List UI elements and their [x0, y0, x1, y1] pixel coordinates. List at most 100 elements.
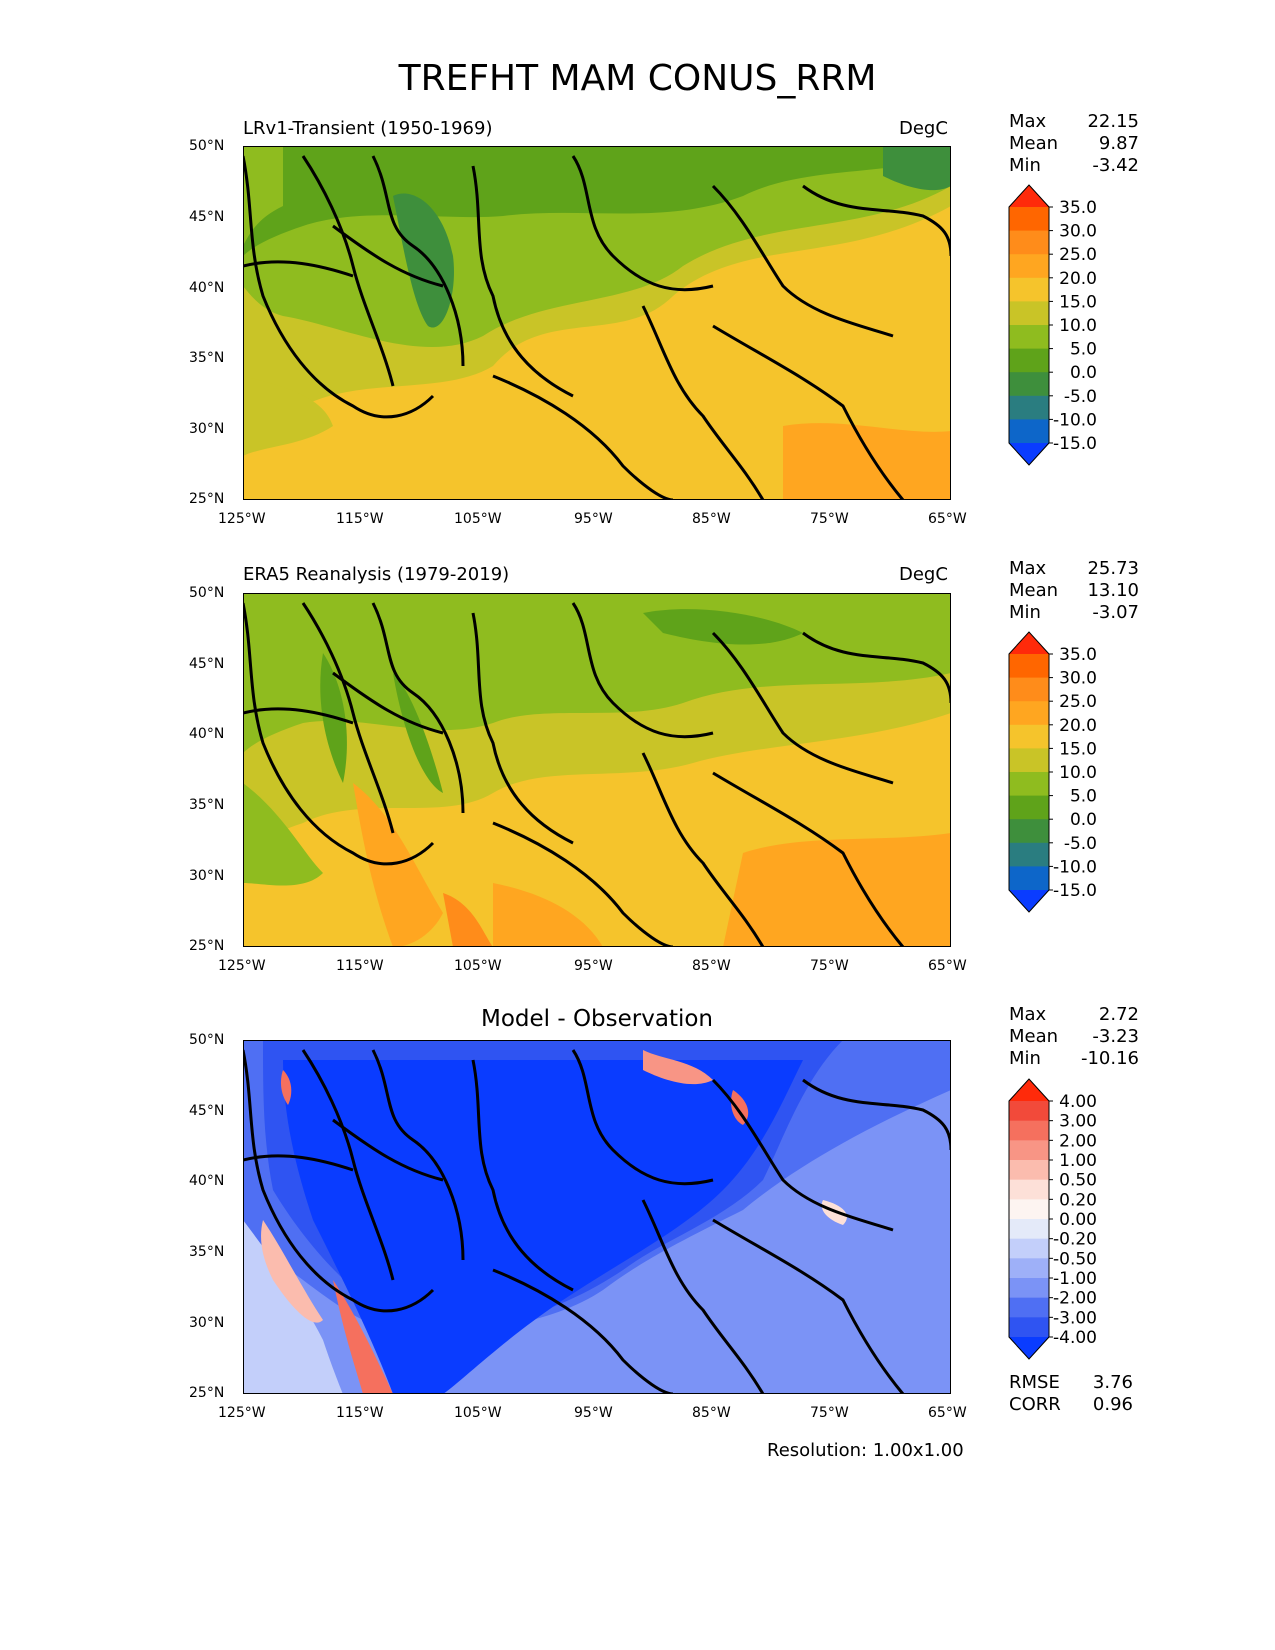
panel-2-lat-tick: 45°N: [189, 656, 225, 672]
colorbar-segment: [1009, 372, 1049, 397]
panel-2-units: DegC: [899, 564, 948, 585]
panel-3-colorbar: 4.003.002.001.000.500.200.00-0.20-0.50-1…: [1008, 1078, 1097, 1360]
colorbar-label: 25.0: [1059, 692, 1097, 712]
colorbar-segment: [1009, 654, 1049, 679]
colorbar-segment: [1009, 842, 1049, 867]
colorbar-label: 0.0: [1070, 363, 1097, 383]
stat-label: Mean: [1009, 133, 1059, 154]
field-band-0-north: [643, 609, 803, 645]
colorbar-label: 10.0: [1059, 763, 1097, 783]
colorbar-segment: [1009, 277, 1049, 302]
panel-3-lon-tick: 85°W: [692, 1405, 731, 1421]
field-band-0-ranges: [393, 673, 443, 793]
colorbar-label: 25.0: [1059, 245, 1097, 265]
colorbar-segment: [1009, 230, 1049, 255]
panel-2-lon-tick: 75°W: [810, 958, 849, 974]
panel-1-map: [243, 146, 951, 500]
field-band-pos-coast: [261, 1220, 323, 1323]
colorbar-extend-top: [1009, 632, 1049, 654]
colorbar-extend-bottom: [1009, 443, 1049, 465]
stat-label: Min: [1009, 155, 1041, 176]
colorbar-segment: [1009, 1317, 1049, 1338]
panel-3-lat-tick: 30°N: [189, 1315, 225, 1331]
field-band-pos-glakes: [643, 1050, 713, 1085]
colorbar-extend-bottom: [1009, 890, 1049, 912]
colorbar-label: 1.00: [1059, 1151, 1097, 1171]
panel-2-lon-tick: 85°W: [692, 958, 731, 974]
boundaries: [243, 1049, 951, 1394]
panel-2-stats: Max 25.73 Mean 13.10 Min -3.07: [1009, 558, 1139, 624]
colorbar-segment: [1009, 1297, 1049, 1318]
colorbar-label: 30.0: [1059, 669, 1097, 689]
colorbar-segment: [1009, 1278, 1049, 1299]
panel-1-lon-tick: 125°W: [218, 511, 266, 527]
field-band-pos-baja: [333, 1280, 393, 1394]
stat-label: Mean: [1009, 580, 1059, 601]
colorbar-segment: [1009, 677, 1049, 702]
figure-title: TREFHT MAM CONUS_RRM: [398, 58, 877, 99]
panel-1-lat-tick: 35°N: [189, 350, 225, 366]
panel-1-lat-tick: 25°N: [189, 491, 225, 507]
panel-1-lon-tick: 85°W: [692, 511, 731, 527]
colorbar-segment: [1009, 207, 1049, 232]
colorbar-label: 0.0: [1070, 810, 1097, 830]
colorbar-segment: [1009, 701, 1049, 726]
colorbar-label: -15.0: [1053, 881, 1097, 901]
colorbar-extend-bottom: [1009, 1337, 1049, 1359]
panel-1-lon-tick: 75°W: [810, 511, 849, 527]
colorbar-label: -5.0: [1064, 387, 1097, 407]
panel-2-colorbar: 35.0 30.0 25.0 20.0 15.0 10.0 5.0 0.0 -5.0 -10.0 -…: [1008, 631, 1097, 913]
colorbar-label: 4.00: [1059, 1092, 1097, 1112]
colorbar-label: 10.0: [1059, 316, 1097, 336]
stat-label: Max: [1009, 111, 1047, 132]
panel-1-units: DegC: [899, 118, 948, 139]
field-band-20-texas: [493, 883, 603, 947]
panel-3-stats: Max 2.72 Mean -3.23 Min -10.16: [1009, 1004, 1139, 1070]
colorbar-segment: [1009, 866, 1049, 891]
colorbar-segment: [1009, 325, 1049, 350]
panel-1-lat-tick: 30°N: [189, 421, 225, 437]
panel-3-lat-tick: 40°N: [189, 1173, 225, 1189]
panel-3-lon-tick: 125°W: [218, 1405, 266, 1421]
boundaries: [243, 155, 951, 500]
colorbar-segment: [1009, 1238, 1049, 1259]
panel-3-lat-tick: 35°N: [189, 1244, 225, 1260]
colorbar-label: -2.00: [1053, 1289, 1097, 1309]
field-band-20-desert: [353, 783, 443, 947]
stat-value: 2.72: [1098, 1004, 1139, 1025]
panel-1-lat-tick: 45°N: [189, 209, 225, 225]
colorbar-label: 20.0: [1059, 269, 1097, 289]
colorbar-label: 5.0: [1070, 340, 1097, 360]
colorbar-segment: [1009, 301, 1049, 326]
panel-2-lat-tick: 40°N: [189, 726, 225, 742]
colorbar-label: -3.00: [1053, 1308, 1097, 1328]
colorbar-label: 20.0: [1059, 716, 1097, 736]
colorbar-segment: [1009, 395, 1049, 420]
panel-2-lon-tick: 115°W: [336, 958, 384, 974]
colorbar-segment: [1009, 348, 1049, 373]
colorbar-segment: [1009, 819, 1049, 844]
resolution-label: Resolution: 1.00x1.00: [767, 1440, 964, 1461]
panel-3-lon-tick: 65°W: [928, 1405, 967, 1421]
colorbar-segment: [1009, 724, 1049, 749]
colorbar-label: 15.0: [1059, 739, 1097, 759]
stat-label: Min: [1009, 1048, 1041, 1069]
field-band-5-coast: [243, 783, 323, 886]
colorbar-segment: [1009, 419, 1049, 444]
colorbar-segment: [1009, 1199, 1049, 1220]
panel-1-lon-tick: 115°W: [336, 511, 384, 527]
colorbar-label: -10.0: [1053, 410, 1097, 430]
colorbar-segment: [1009, 1120, 1049, 1141]
colorbar-segment: [1009, 1160, 1049, 1181]
field-band-neg5-ne: [883, 146, 951, 191]
colorbar-label: -0.20: [1053, 1230, 1097, 1250]
panel-2-lon-tick: 125°W: [218, 958, 266, 974]
panel-2-lon-tick: 65°W: [928, 958, 967, 974]
stat-label: Max: [1009, 558, 1047, 579]
field-band-15-south: [243, 423, 951, 500]
field-band-20-gulf: [723, 833, 951, 947]
stat-value: -10.16: [1080, 1048, 1139, 1069]
colorbar-label: -5.0: [1064, 834, 1097, 854]
stat-label: Mean: [1009, 1026, 1059, 1047]
colorbar-segment: [1009, 772, 1049, 797]
